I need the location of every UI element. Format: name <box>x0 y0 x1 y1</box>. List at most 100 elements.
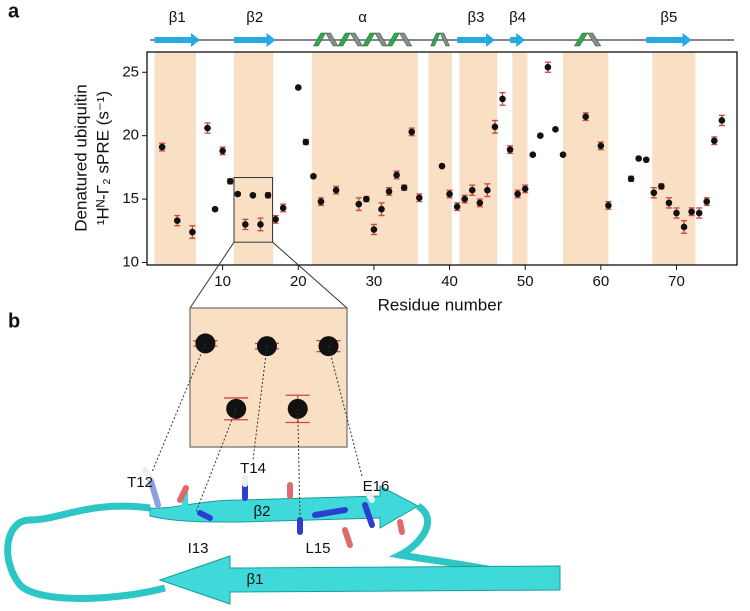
structure-label: β2 <box>246 9 263 26</box>
strand-b2 <box>149 485 420 529</box>
data-point <box>552 126 559 133</box>
data-point <box>332 186 340 194</box>
helix-turn <box>399 32 413 47</box>
data-point <box>642 156 650 164</box>
helix-turn <box>587 32 602 47</box>
data-point <box>189 228 196 236</box>
plot-frame <box>146 51 738 266</box>
panel-label: b <box>8 310 20 332</box>
data-point <box>302 138 310 146</box>
residue-label: L15 <box>305 540 330 557</box>
data-point <box>680 223 688 231</box>
data-point <box>453 203 461 210</box>
stick <box>147 475 161 508</box>
data-point <box>658 183 665 190</box>
data-point <box>393 171 400 179</box>
data-point <box>582 113 590 120</box>
y-tick-label: 15 <box>122 190 139 207</box>
data-point <box>355 200 363 208</box>
loop <box>4 502 166 602</box>
data-point <box>559 151 567 158</box>
stick <box>312 507 348 518</box>
structure-label: β1 <box>169 9 186 26</box>
data-point <box>695 209 703 217</box>
stick <box>177 485 189 503</box>
data-point <box>378 205 385 213</box>
data-point <box>226 178 234 185</box>
data-point <box>211 205 219 213</box>
highlight-band <box>233 52 274 265</box>
side-chains <box>142 467 405 548</box>
panel-label: a <box>8 0 20 22</box>
data-point <box>242 221 249 228</box>
highlight-band <box>652 52 696 265</box>
highlight-band <box>311 52 418 265</box>
data-point <box>385 188 393 195</box>
data-point <box>294 84 302 91</box>
x-tick-label: 70 <box>668 273 685 290</box>
data-point <box>416 194 423 202</box>
stick <box>365 490 375 503</box>
stick <box>342 527 353 548</box>
structure-label: β4 <box>509 9 526 26</box>
zoom-connector <box>272 241 348 309</box>
y-tick-label: 25 <box>122 63 139 80</box>
zoom-connector <box>189 241 235 309</box>
residue-label: E16 <box>363 478 390 495</box>
data-point <box>597 142 605 150</box>
data-point <box>484 186 491 194</box>
data-point <box>249 191 257 199</box>
y-axis-label: ¹Hᴺ-Γ₂ sPRE (s⁻¹) <box>93 91 112 225</box>
x-tick-label: 50 <box>517 273 534 290</box>
residue-label: I13 <box>188 540 209 557</box>
stick <box>362 502 375 528</box>
data-point <box>718 117 726 124</box>
strand-arrow <box>233 33 276 47</box>
strand-b1 <box>158 555 561 605</box>
y-tick-label: 20 <box>122 127 139 144</box>
data-point <box>688 208 695 216</box>
data-point <box>476 199 484 207</box>
data-point <box>400 184 408 191</box>
data-point <box>605 202 612 209</box>
residue-connector <box>252 346 268 461</box>
highlight-band <box>563 52 609 265</box>
data-point <box>257 221 264 228</box>
data-point <box>499 95 506 103</box>
inset <box>151 307 363 519</box>
data-point <box>537 132 544 139</box>
data-point <box>491 123 499 131</box>
structure-label: β5 <box>660 9 677 26</box>
data-point <box>234 190 242 198</box>
residue-connector <box>151 343 206 473</box>
data-point <box>158 143 166 151</box>
loop <box>388 503 521 579</box>
data-point <box>370 226 378 233</box>
strand-arrow <box>457 33 495 47</box>
y-axis-label: Denatured ubiquitin <box>71 84 90 231</box>
highlight-band <box>154 52 197 265</box>
data-point <box>461 195 468 203</box>
data-point <box>317 198 325 205</box>
data-point <box>279 204 287 212</box>
y-tick-label: 10 <box>122 253 139 270</box>
residue-label: T12 <box>127 474 153 491</box>
highlight-band <box>512 52 528 265</box>
x-tick-label: 10 <box>214 273 231 290</box>
helix <box>573 32 602 47</box>
plot-layer: 10 15 20 25 10 20 30 40 50 60 70 β1 β2 α β3 β4 β5 <box>122 9 738 309</box>
x-tick-label: 40 <box>441 273 458 290</box>
highlight-band <box>459 52 498 265</box>
data-point <box>506 146 514 153</box>
data-point <box>468 186 476 194</box>
residue-connector <box>195 408 237 513</box>
stick <box>197 510 213 521</box>
strand-arrow <box>510 33 526 47</box>
helix <box>430 32 450 47</box>
data-point <box>272 216 279 223</box>
data-point <box>521 185 529 193</box>
data-point <box>711 137 718 145</box>
x-tick-label: 60 <box>593 273 610 290</box>
strand-label: β2 <box>254 503 271 520</box>
stick <box>142 467 153 481</box>
